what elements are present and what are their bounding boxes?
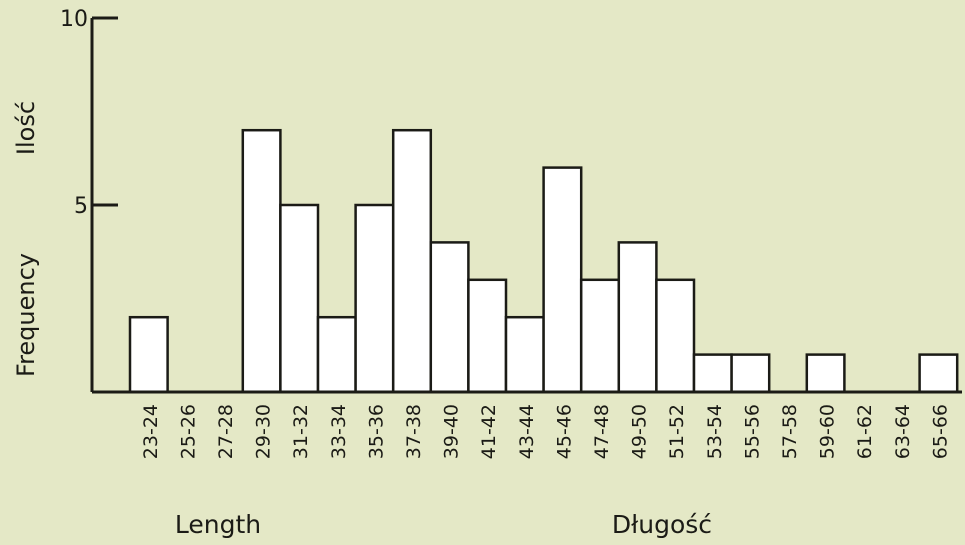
bar-65-66: [918, 353, 959, 394]
bar-55-56: [730, 353, 771, 394]
y-tick-label-10: 10: [60, 7, 88, 32]
y-ticks-group: 5 10: [60, 7, 118, 219]
x-tick-label-65-66: 65-66: [929, 404, 951, 459]
x-tick-label-59-60: 59-60: [817, 404, 839, 459]
y-tick-label-5: 5: [74, 194, 88, 219]
x-tick-label-63-64: 63-64: [892, 404, 914, 459]
x-axis-label-pl: Długość: [612, 510, 712, 539]
x-tick-label-51-52: 51-52: [666, 404, 688, 459]
bar-31-32: [279, 203, 320, 394]
x-tick-label-37-38: 37-38: [403, 404, 425, 459]
x-tick-label-55-56: 55-56: [741, 404, 763, 459]
bar-47-48: [579, 278, 621, 394]
x-tick-label-45-46: 45-46: [553, 404, 575, 459]
bar-41-42: [467, 278, 508, 394]
x-tick-label-35-36: 35-36: [365, 404, 387, 459]
y-axis-label-en: Frequency: [12, 253, 40, 377]
x-tick-label-41-42: 41-42: [478, 404, 500, 459]
bar-23-24: [128, 315, 169, 394]
x-tick-label-49-50: 49-50: [629, 404, 651, 459]
bar-37-38: [391, 128, 433, 394]
bar-33-34: [316, 315, 357, 394]
y-axis-label-pl: Ilość: [12, 101, 40, 155]
bar-39-40: [429, 241, 470, 394]
bar-49-50: [617, 241, 658, 394]
x-axis-label-en: Length: [175, 510, 261, 539]
x-tick-label-57-58: 57-58: [779, 404, 801, 459]
x-tick-label-29-30: 29-30: [253, 404, 275, 459]
x-tick-label-61-62: 61-62: [854, 404, 876, 459]
x-tick-label-39-40: 39-40: [441, 404, 463, 459]
bar-59-60: [805, 353, 846, 394]
x-tick-labels-group: 23-24 25-26 27-28 29-30 31-32 33-34 35-36 37-38…: [140, 404, 952, 459]
x-tick-label-47-48: 47-48: [591, 404, 613, 459]
bar-53-54: [692, 353, 733, 394]
x-tick-label-31-32: 31-32: [290, 404, 312, 459]
bars-group: [128, 128, 959, 394]
bar-51-52: [655, 278, 696, 394]
bar-43-44: [504, 315, 545, 394]
bar-45-46: [542, 166, 583, 394]
x-tick-label-27-28: 27-28: [215, 404, 237, 459]
x-tick-label-25-26: 25-26: [177, 404, 199, 459]
bar-29-30: [241, 128, 282, 394]
x-tick-label-23-24: 23-24: [140, 404, 162, 459]
bar-35-36: [354, 203, 395, 394]
x-tick-label-33-34: 33-34: [328, 404, 350, 459]
x-tick-label-43-44: 43-44: [516, 404, 538, 459]
x-tick-label-53-54: 53-54: [704, 404, 726, 459]
